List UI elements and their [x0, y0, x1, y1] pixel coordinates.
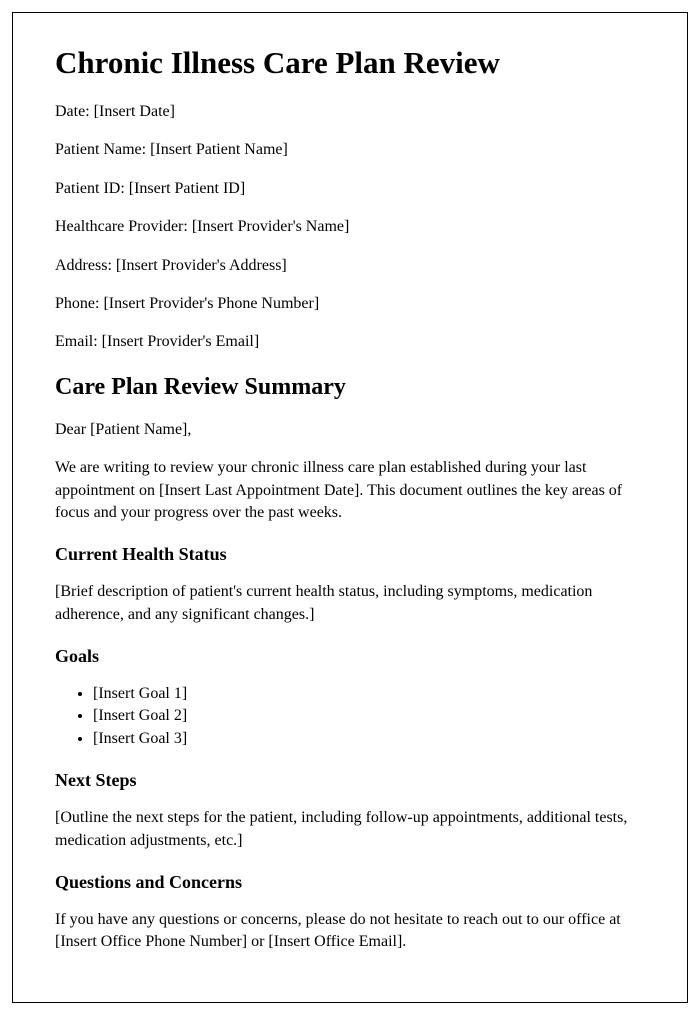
field-email-value: [Insert Provider's Email]: [102, 333, 260, 350]
goal-item: [Insert Goal 2]: [93, 705, 645, 727]
field-email-label: Email:: [55, 333, 98, 350]
field-address-label: Address:: [55, 257, 112, 274]
questions-heading: Questions and Concerns: [55, 872, 645, 893]
document-title: Chronic Illness Care Plan Review: [55, 45, 645, 81]
goals-heading: Goals: [55, 646, 645, 667]
next-steps-heading: Next Steps: [55, 770, 645, 791]
field-address: Address: [Insert Provider's Address]: [55, 255, 645, 277]
field-date: Date: [Insert Date]: [55, 101, 645, 123]
field-patient-id-label: Patient ID:: [55, 180, 125, 197]
field-patient-name-label: Patient Name:: [55, 141, 146, 158]
field-phone-value: [Insert Provider's Phone Number]: [103, 295, 319, 312]
field-provider-value: [Insert Provider's Name]: [192, 218, 350, 235]
field-patient-id-value: [Insert Patient ID]: [129, 180, 245, 197]
health-status-body: [Brief description of patient's current …: [55, 581, 645, 626]
field-patient-name-value: [Insert Patient Name]: [150, 141, 288, 158]
questions-body: If you have any questions or concerns, p…: [55, 909, 645, 954]
goal-item: [Insert Goal 1]: [93, 683, 645, 705]
document-page: Chronic Illness Care Plan Review Date: […: [12, 12, 688, 1003]
goals-list: [Insert Goal 1] [Insert Goal 2] [Insert …: [93, 683, 645, 750]
summary-heading: Care Plan Review Summary: [55, 374, 645, 401]
field-date-label: Date:: [55, 103, 90, 120]
health-status-heading: Current Health Status: [55, 544, 645, 565]
field-phone-label: Phone:: [55, 295, 99, 312]
field-phone: Phone: [Insert Provider's Phone Number]: [55, 293, 645, 315]
field-provider-label: Healthcare Provider:: [55, 218, 188, 235]
field-date-value: [Insert Date]: [94, 103, 175, 120]
next-steps-body: [Outline the next steps for the patient,…: [55, 807, 645, 852]
salutation: Dear [Patient Name],: [55, 419, 645, 441]
field-address-value: [Insert Provider's Address]: [116, 257, 287, 274]
field-patient-id: Patient ID: [Insert Patient ID]: [55, 178, 645, 200]
field-patient-name: Patient Name: [Insert Patient Name]: [55, 139, 645, 161]
goal-item: [Insert Goal 3]: [93, 728, 645, 750]
field-email: Email: [Insert Provider's Email]: [55, 331, 645, 353]
intro-paragraph: We are writing to review your chronic il…: [55, 457, 645, 524]
field-provider: Healthcare Provider: [Insert Provider's …: [55, 216, 645, 238]
